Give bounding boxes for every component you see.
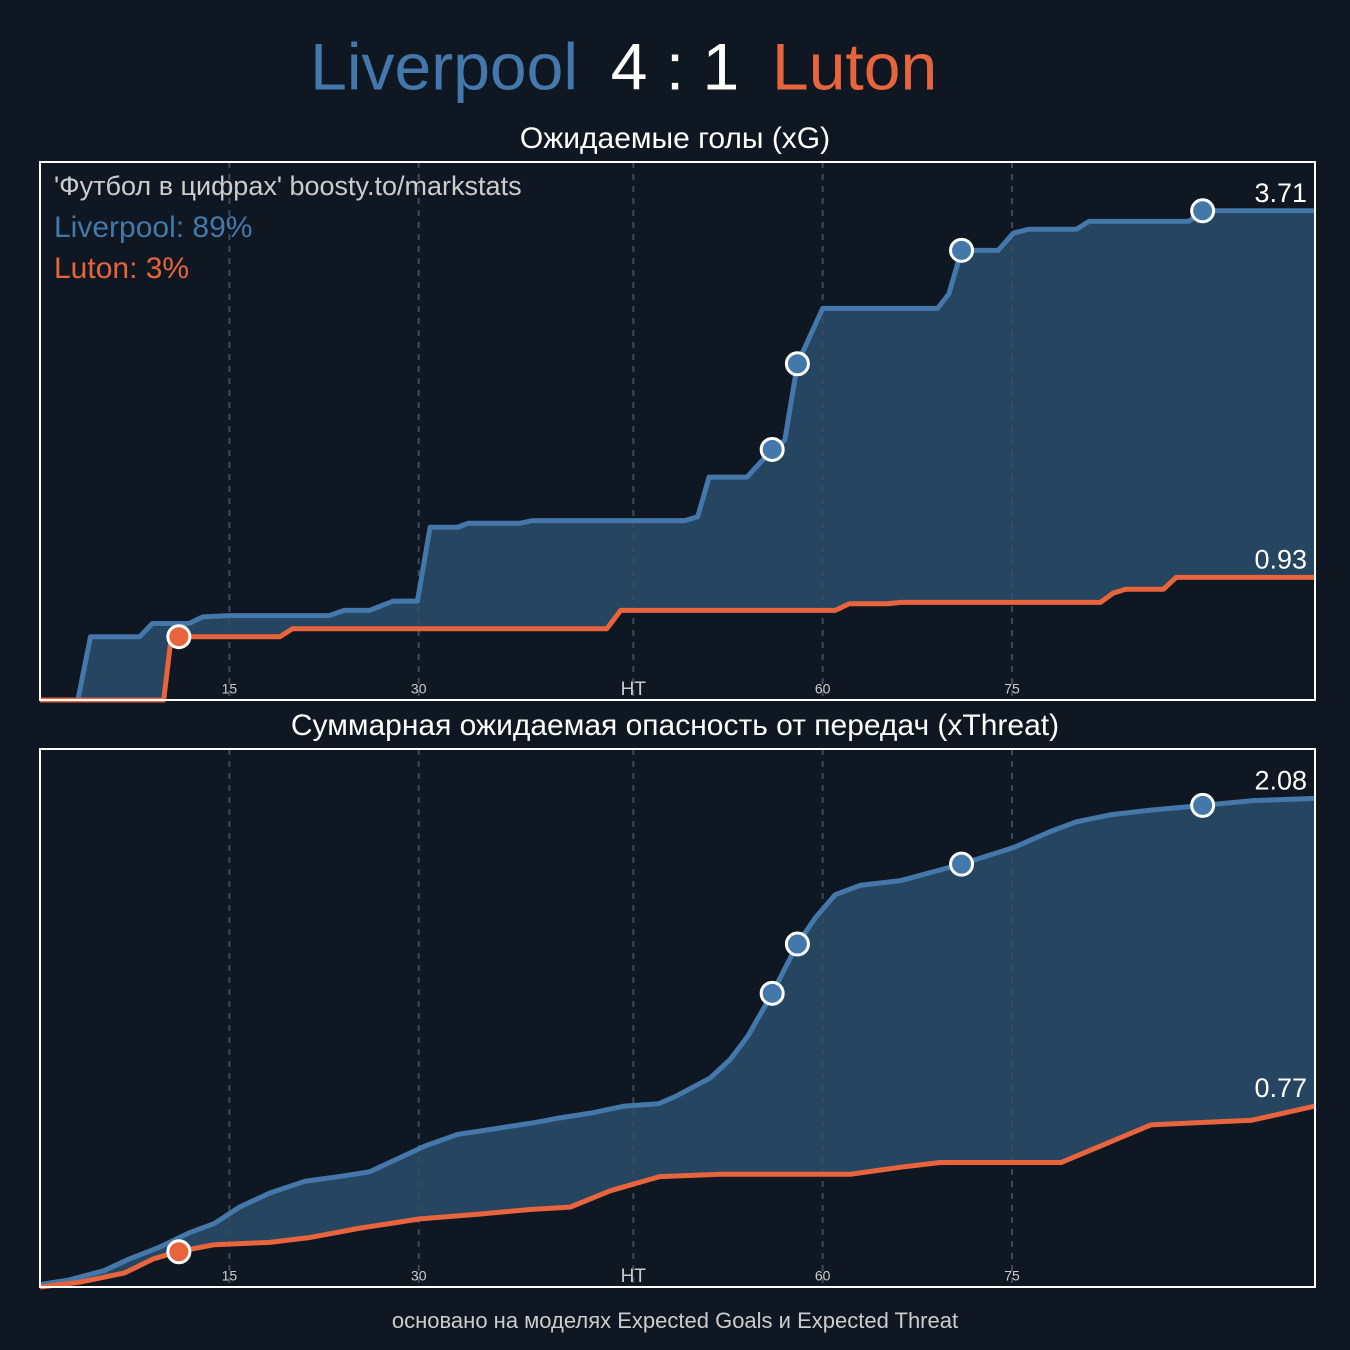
area xyxy=(40,210,1315,700)
end-label: 3.71 xyxy=(1254,178,1307,208)
home-team: Liverpool xyxy=(310,29,578,103)
goal-marker xyxy=(784,351,810,377)
goal-marker xyxy=(949,851,975,877)
x-tick-label: HT xyxy=(621,1266,647,1287)
area xyxy=(40,577,1315,700)
area xyxy=(40,1106,1315,1287)
x-tick-label: 75 xyxy=(1004,1268,1020,1284)
score: 4 : 1 xyxy=(611,29,739,103)
plot-frame xyxy=(39,161,1316,701)
x-tick-label: 30 xyxy=(411,681,427,697)
x-tick-label: 60 xyxy=(815,1268,831,1284)
end-label: 0.77 xyxy=(1254,1073,1307,1103)
goal-marker xyxy=(166,624,192,650)
goal-marker xyxy=(166,1239,192,1265)
goal-marker xyxy=(784,931,810,957)
goal-marker xyxy=(949,237,975,263)
footer: основано на моделях Expected Goals и Exp… xyxy=(392,1308,958,1333)
goal-marker xyxy=(759,436,785,462)
series-line xyxy=(39,795,1316,1288)
annotation: Liverpool: 89% xyxy=(54,211,252,244)
x-tick-label: HT xyxy=(621,679,647,700)
chart-title: Суммарная ожидаемая опасность от передач… xyxy=(291,709,1059,742)
annotation: Luton: 3% xyxy=(54,252,189,285)
x-tick-label: 60 xyxy=(815,681,831,697)
chart-title: Ожидаемые голы (xG) xyxy=(520,122,830,155)
away-team: Luton xyxy=(772,29,937,103)
x-tick-label: 15 xyxy=(222,1268,238,1284)
goal-marker xyxy=(759,980,785,1006)
plot-frame xyxy=(39,748,1316,1288)
annotation: 'Футбол в цифрах' boosty.to/markstats xyxy=(54,171,522,201)
x-tick-label: 30 xyxy=(411,1268,427,1284)
end-label: 2.08 xyxy=(1254,765,1307,795)
goal-marker xyxy=(1190,792,1216,818)
series-line xyxy=(40,574,1315,703)
end-label: 0.93 xyxy=(1254,544,1307,574)
x-tick-label: 15 xyxy=(222,681,238,697)
series-line xyxy=(40,208,1315,703)
goal-marker xyxy=(1190,198,1216,224)
x-tick-label: 75 xyxy=(1004,681,1020,697)
